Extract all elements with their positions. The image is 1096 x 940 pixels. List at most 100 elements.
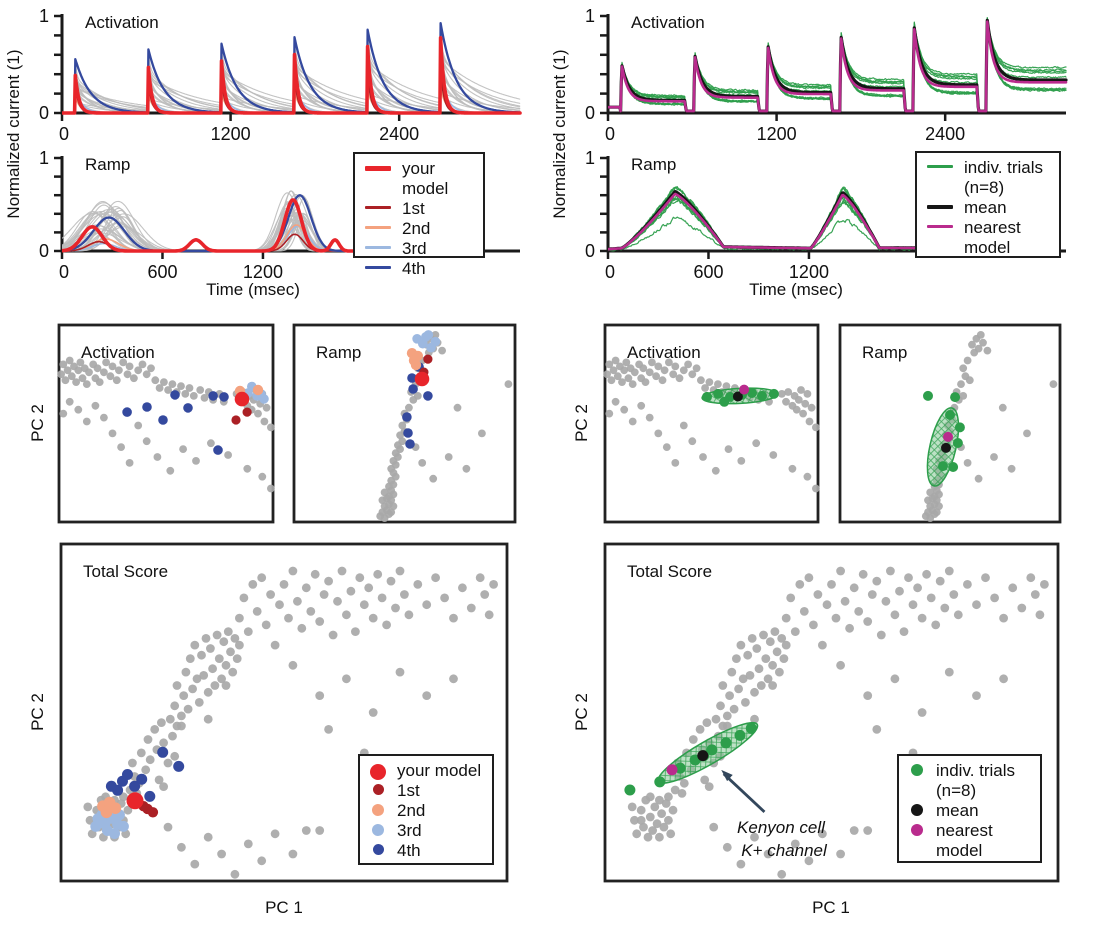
dot-database-model (660, 366, 669, 375)
scatterplot-pc-activation-left (57, 323, 275, 524)
dot-database-model (453, 403, 462, 412)
legend-item-label: 4th (402, 259, 426, 279)
dot-database-model (230, 634, 240, 643)
dot-database-model (794, 396, 803, 404)
dot-database-model (777, 869, 787, 879)
dot-green (948, 462, 959, 472)
dot-database-model (200, 394, 209, 402)
dot-database-model (944, 566, 954, 576)
dot-database-model (603, 370, 611, 379)
dot-database-model (395, 667, 405, 677)
dot-database-model (632, 829, 642, 839)
dot-database-model (998, 403, 1007, 412)
dot-database-model (799, 607, 809, 616)
dot-database-model (695, 725, 705, 734)
dot-database-model (974, 344, 983, 353)
dot-fourth (129, 780, 141, 792)
legend-pc-left-item-4: 4th (370, 841, 482, 861)
dot-database-model (804, 856, 814, 866)
dot-database-model (267, 484, 275, 493)
dot-database-model (805, 417, 814, 426)
dot-third (117, 820, 129, 832)
dot-database-model (979, 338, 987, 347)
legend-fit-right: indiv. trials (n=8) mean nearest model (915, 151, 1061, 258)
dot-database-model (692, 364, 701, 373)
dot-database-model (199, 671, 209, 680)
dot-database-model (724, 445, 733, 453)
x-tick-label: 2400 (925, 124, 965, 144)
dot-database-model (622, 358, 631, 367)
legend-dot-swatch-fourth (372, 844, 384, 856)
dot-database-model (270, 829, 280, 839)
dot-database-model (315, 691, 325, 700)
dot-database-model (926, 593, 936, 603)
scatterplot-pc-ramp-left (292, 323, 517, 524)
dot-database-model (168, 731, 177, 741)
dot-database-model (177, 842, 186, 852)
dot-database-model (836, 660, 845, 670)
dot-database-model (655, 832, 664, 842)
dot-database-model (788, 464, 797, 473)
dot-database-model (462, 464, 471, 473)
dot-database-model (705, 378, 714, 386)
dot-database-model (697, 376, 705, 385)
dot-third (259, 394, 269, 404)
dot-fourth (219, 392, 229, 402)
dot-database-model (170, 701, 180, 711)
legend-item-label: 1st (402, 199, 425, 219)
x-tick-label: 0 (605, 262, 615, 282)
dot-database-model (931, 620, 941, 630)
dot-database-model (449, 674, 458, 684)
dot-database-model (355, 573, 365, 583)
dot-database-model (386, 576, 396, 586)
trace (608, 216, 952, 252)
dot-database-model (368, 708, 378, 717)
dot-database-model (890, 674, 900, 684)
dot-database-model (59, 409, 68, 418)
dot-database-model (963, 459, 972, 467)
dot-database-model (188, 684, 198, 694)
x-tick-label: 2400 (379, 124, 419, 144)
dot-database-model (890, 610, 900, 620)
dot-database-model (684, 360, 692, 369)
dot-database-model (243, 464, 252, 473)
dot-database-model (413, 580, 423, 589)
dot-database-model (239, 593, 249, 603)
dot-database-model (61, 376, 70, 385)
y-tick-label: 0 (39, 103, 49, 123)
dot-database-model (944, 667, 954, 677)
dot-database-model (315, 826, 325, 835)
dot-green (952, 438, 963, 448)
y-tick-label: 1 (585, 6, 595, 26)
dot-database-model (881, 596, 891, 606)
legend-item-label: 3rd (402, 239, 427, 259)
legend-item-label: 3rd (397, 821, 422, 841)
dot-database-model (398, 437, 407, 446)
dot-database-model (262, 403, 271, 412)
dot-green (954, 422, 965, 433)
legend-fit-left-item-2: 2nd (365, 219, 473, 239)
dot-database-model (373, 569, 383, 579)
dot-database-model (458, 583, 467, 593)
dot-database-model (243, 627, 253, 636)
dot-database-model (763, 849, 773, 859)
panel-title-ramp-fit-left: Ramp (85, 155, 131, 174)
legend-item-label: 2nd (402, 219, 431, 239)
dot-database-model (270, 640, 280, 650)
dot-database-model (119, 358, 128, 367)
dot-database-model (858, 569, 868, 579)
x-tick-label: 0 (605, 124, 615, 144)
dot-database-model (85, 368, 93, 377)
dot-magenta (739, 384, 750, 395)
dot-black (941, 442, 951, 453)
dot-database-model (779, 654, 789, 663)
dot-database-model (809, 620, 818, 630)
dot-database-model (795, 580, 805, 589)
y-axis-label-pc2-mid-right: PC 2 (572, 404, 591, 442)
dot-database-model (190, 859, 200, 869)
legend-item-label: 4th (397, 841, 421, 861)
dot-database-model (639, 822, 648, 832)
legend-fit-left-item-1: 1st (365, 199, 473, 219)
x-tick-label: 0 (59, 262, 69, 282)
dot-database-model (119, 792, 128, 802)
